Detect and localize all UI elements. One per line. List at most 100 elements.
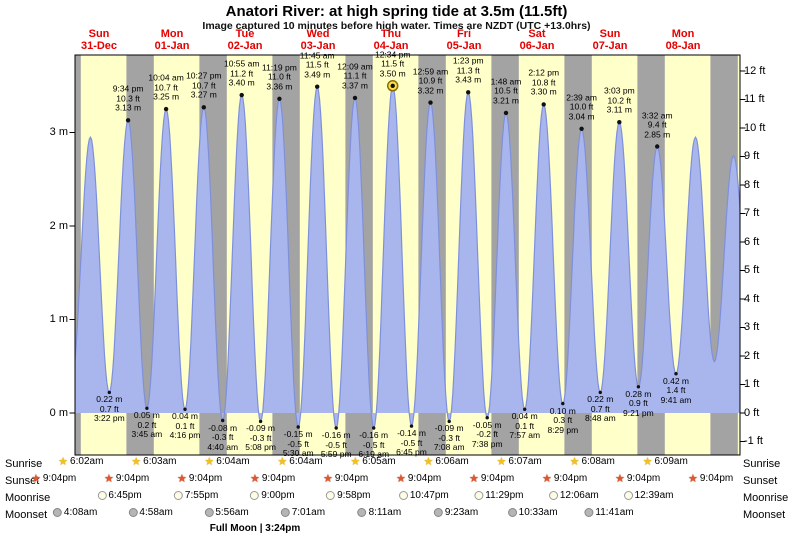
y-axis-tick-label-m: 2 m	[49, 219, 68, 232]
low-tide-label: -0.16 m -0.5 ft 5:59 pm	[320, 430, 352, 459]
low-tide-label: 0.28 m 0.9 ft 9:21 pm	[623, 388, 654, 418]
low-tide-point	[258, 419, 263, 424]
low-tide-label: 0.22 m 0.7 ft 8:48 am	[584, 394, 616, 424]
date-label: Wed 03-Jan	[300, 28, 336, 52]
low-tide-label: -0.09 m -0.3 ft 5:08 pm	[245, 423, 276, 453]
sunrise-entry: ★ 6:09am	[643, 456, 688, 467]
moonset-entry: 8:11am	[357, 507, 401, 518]
y-axis-tick-label-m: 3 m	[49, 126, 68, 138]
almanac-time: 9:04pm	[42, 473, 77, 484]
y-axis-tick-label-ft: 5 ft	[744, 264, 760, 276]
low-tide-label: -0.16 m -0.5 ft 6:19 am	[358, 430, 390, 459]
y-axis-tick-label-ft: 6 ft	[744, 235, 760, 248]
low-tide-label: 0.05 m 0.2 ft 3:45 am	[131, 410, 163, 440]
sunrise-entry: ★ 6:08am	[570, 456, 615, 467]
moonset-moon-icon	[52, 508, 62, 517]
night-band	[75, 55, 81, 455]
high-tide-label: 12:34 pm 11.5 ft 3.50 m	[374, 49, 411, 79]
high-tide-label: 9:34 pm 10.3 ft 3.13 m	[112, 83, 144, 113]
full-moon-note: Full Moon | 3:24pm	[209, 523, 301, 534]
y-axis-tick-label-ft: 9 ft	[744, 150, 760, 162]
sunrise-star-icon: ★	[569, 455, 580, 468]
high-tide-label: 3:03 pm 10.2 ft 3.11 m	[603, 85, 635, 115]
moonset-entry: 4:58am	[128, 507, 173, 518]
sunrise-entry: ★ 6:07am	[496, 456, 541, 467]
sunrise-star-icon: ★	[642, 455, 653, 468]
date-label: Thu 04-Jan	[373, 28, 409, 52]
sunrise-star-icon: ★	[496, 455, 507, 468]
date-label: Mon 01-Jan	[154, 28, 190, 52]
sunset-star-icon: ★	[687, 472, 698, 485]
almanac-time: 9:04pm	[553, 473, 588, 484]
high-tide-point	[503, 110, 509, 116]
low-tide-point	[221, 418, 225, 423]
high-tide-label: 1:23 pm 11.3 ft 3.43 m	[452, 55, 484, 85]
y-axis-tick-label-ft: 2 ft	[744, 349, 760, 362]
low-tide-point	[183, 407, 187, 411]
almanac-time: 4:08am	[63, 507, 98, 518]
low-tide-point	[296, 425, 300, 429]
high-tide-point	[125, 118, 131, 123]
sunset-entry: ★ 9:04pm	[31, 473, 76, 484]
high-tide-label: 11:45 am 11.5 ft 3.49 m	[299, 50, 335, 80]
almanac-time: 6:04am	[289, 456, 323, 467]
high-tide-point	[352, 95, 358, 101]
high-tide-point	[617, 120, 622, 125]
y-axis-tick-label-ft: 0 ft	[744, 406, 760, 419]
low-tide-label: 0.04 m 0.1 ft 4:16 pm	[169, 411, 201, 441]
almanac-time: 11:41am	[595, 507, 634, 518]
date-label: Tue 02-Jan	[227, 28, 263, 52]
almanac-time: 6:08am	[581, 456, 615, 467]
almanac-time: 9:04pm	[115, 473, 150, 484]
high-tide-point	[163, 106, 169, 112]
y-axis-tick-label-ft: 12 ft	[744, 64, 766, 77]
moonset-entry: 7:01am	[280, 507, 325, 518]
date-label: Mon 08-Jan	[665, 28, 701, 52]
high-tide-label: 10:55 am 11.2 ft 3.40 m	[223, 58, 260, 88]
high-tide-point	[239, 92, 244, 98]
high-tide-point	[655, 144, 660, 149]
sunset-entry: ★ 9:04pm	[469, 473, 514, 484]
sunset-star-icon: ★	[468, 472, 479, 485]
almanac-label-left-sunset: Sunset	[5, 475, 40, 487]
y-axis-tick-label-ft: 7 ft	[744, 207, 760, 219]
moonrise-entry: 10:47pm	[398, 490, 449, 501]
low-tide-label: -0.14 m -0.5 ft 6:45 pm	[396, 428, 427, 458]
sunset-entry: ★ 9:04pm	[688, 473, 733, 484]
sunset-star-icon: ★	[395, 472, 406, 485]
moonrise-entry: 11:29pm	[474, 490, 523, 501]
almanac-time: 5:56am	[215, 507, 249, 518]
moonset-entry: 11:41am	[584, 507, 634, 518]
sunrise-entry: ★ 6:04am	[204, 456, 249, 467]
sunset-star-icon: ★	[541, 472, 552, 485]
low-tide-label: 0.04 m 0.1 ft 7:57 am	[509, 411, 541, 441]
sunrise-star-icon: ★	[131, 455, 142, 468]
moonrise-entry: 6:45pm	[97, 490, 142, 501]
high-tide-point	[390, 83, 395, 89]
high-tide-label: 12:09 am 11.1 ft 3.37 m	[337, 61, 373, 91]
page-subtitle: Image captured 10 minutes before high wa…	[202, 20, 591, 32]
moonrise-entry: 9:58pm	[326, 490, 370, 501]
sunset-entry: ★ 9:04pm	[104, 473, 149, 484]
almanac-time: 9:04pm	[480, 473, 515, 484]
almanac-time: 12:06am	[559, 490, 599, 501]
high-tide-label: 3:32 am 9.4 ft 2.85 m	[641, 110, 673, 139]
almanac-time: 9:58pm	[337, 490, 371, 501]
low-tide-label: -0.15 m -0.5 ft 5:30 am	[282, 429, 314, 458]
high-tide-label: 11:19 pm 11.0 ft 3.36 m	[261, 62, 297, 92]
moonset-moon-icon	[433, 508, 443, 517]
almanac-time: 7:55pm	[184, 490, 219, 501]
sunset-star-icon: ★	[103, 472, 114, 485]
low-tide-point	[636, 385, 641, 389]
almanac-label-left-moonrise: Moonrise	[5, 492, 51, 504]
y-axis-tick-label-ft: 8 ft	[744, 178, 760, 191]
date-label: Fri 05-Jan	[446, 28, 482, 52]
y-axis-tick-label-ft: 11 ft	[744, 93, 765, 105]
almanac-label-left-moonset: Moonset	[5, 509, 48, 521]
moonset-entry: 10:33am	[507, 507, 558, 518]
high-tide-label: 2:12 pm 10.8 ft 3.30 m	[528, 67, 560, 97]
low-tide-point	[447, 419, 451, 424]
almanac-time: 6:05am	[362, 456, 396, 467]
almanac-time: 9:23am	[444, 507, 479, 518]
sunset-star-icon: ★	[176, 472, 187, 485]
